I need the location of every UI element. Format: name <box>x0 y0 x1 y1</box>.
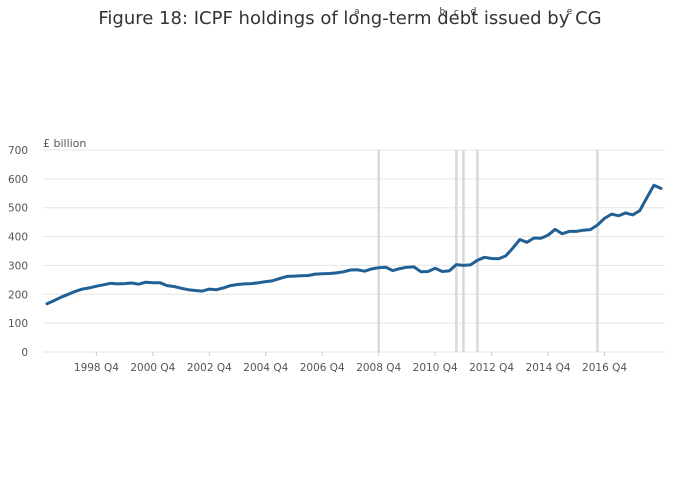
x-tick-label: 2000 Q4 <box>130 362 175 374</box>
x-tick-label: 2006 Q4 <box>300 362 345 374</box>
y-tick-label: 700 <box>8 145 28 157</box>
x-tick-label: 1998 Q4 <box>74 362 119 374</box>
annotation-label: e <box>567 7 573 17</box>
y-axis-unit-label: £ billion <box>43 137 86 150</box>
y-tick-label: 600 <box>8 174 28 186</box>
annotation-label: d <box>471 7 477 17</box>
y-tick-label: 400 <box>8 232 28 244</box>
x-tick-label: 2010 Q4 <box>413 362 458 374</box>
x-tick-label: 2016 Q4 <box>582 362 627 374</box>
x-tick-label: 2008 Q4 <box>356 362 401 374</box>
annotation-label: b <box>439 7 445 17</box>
x-tick-label: 2014 Q4 <box>526 362 571 374</box>
y-axis-ticks: 0 100 200 300 400 500 600 700 <box>8 145 28 359</box>
y-tick-label: 500 <box>8 203 28 215</box>
event-markers <box>377 150 599 352</box>
y-tick-label: 200 <box>8 289 28 301</box>
x-tick-label: 2004 Q4 <box>243 362 288 374</box>
chart-title: Figure 18: ICPF holdings of long-term de… <box>98 8 601 29</box>
gridlines <box>43 149 665 353</box>
x-tick-label: 2002 Q4 <box>187 362 232 374</box>
series-line <box>45 183 663 306</box>
annotation-label: c <box>454 8 459 18</box>
y-tick-label: 100 <box>8 318 28 330</box>
y-tick-label: 0 <box>21 347 28 359</box>
x-tick-label: 2012 Q4 <box>469 362 514 374</box>
y-tick-label: 300 <box>8 260 28 272</box>
annotation-label: a <box>354 7 360 17</box>
x-axis-ticks: 1998 Q4 2000 Q4 2002 Q4 2004 Q4 2006 Q4 2008 … <box>74 352 627 374</box>
